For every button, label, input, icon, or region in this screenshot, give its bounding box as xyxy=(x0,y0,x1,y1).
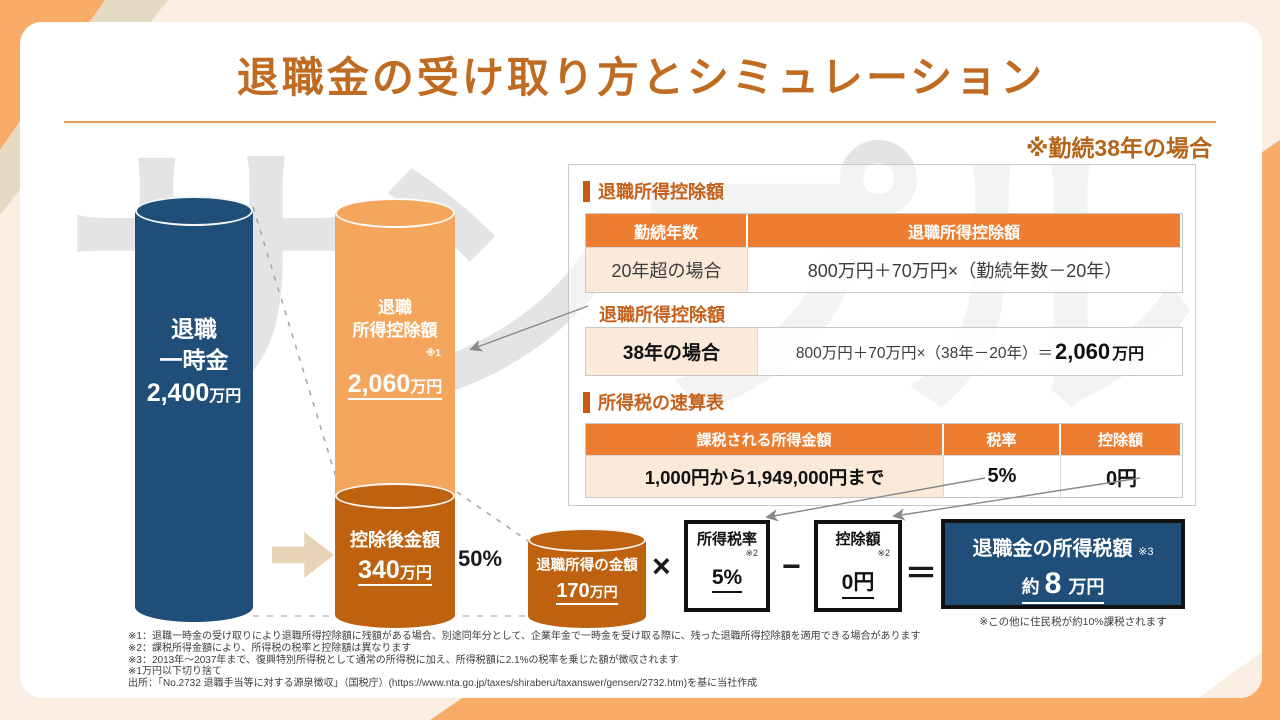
section3-heading-text: 所得税の速算表 xyxy=(598,393,724,413)
table3-cell-income: 1,000円から1,949,000円まで xyxy=(586,455,944,497)
deduction-amount-value: 0円 xyxy=(841,566,875,599)
result-number: 8 xyxy=(1044,567,1064,600)
title-divider xyxy=(64,121,1216,123)
deduction-amount-label: 控除額 xyxy=(835,531,881,548)
after-deduction-unit: 万円 xyxy=(399,565,432,582)
result-note-ref: ※3 xyxy=(1138,546,1154,558)
table1-header-deduction: 退職所得控除額 xyxy=(748,214,1182,247)
lump-sum-unit: 万円 xyxy=(209,388,242,405)
table2-result-number: 2,060 xyxy=(1055,338,1111,364)
table3-header-rate: 税率 xyxy=(944,424,1061,455)
taxable-income-unit: 万円 xyxy=(589,584,618,600)
multiply-sign: × xyxy=(652,548,671,584)
taxable-income-cylinder: 退職所得の金額 170万円 xyxy=(528,528,646,628)
footnote-3: ※3：2013年～2037年まで、復興特別所得税として通常の所得税に加え、所得税… xyxy=(128,654,679,666)
section1-heading: 退職所得控除額 xyxy=(583,178,724,204)
info-panel: 退職所得控除額 勤続年数 退職所得控除額 20年超の場合 800万円＋70万円×… xyxy=(568,164,1196,506)
table3-header-deduction: 控除額 xyxy=(1061,424,1182,455)
equals-sign: ＝ xyxy=(905,555,938,591)
section2-heading-text: 退職所得控除額 xyxy=(599,305,725,325)
deduction-label-2: 所得控除額 xyxy=(352,321,438,340)
section3-heading: 所得税の速算表 xyxy=(583,389,724,415)
page-title: 退職金の受け取り方とシミュレーション xyxy=(236,54,1046,101)
result-prefix: 約 xyxy=(1021,577,1040,597)
table3-cell-deduction: 0円 xyxy=(1061,455,1182,497)
section3-bar-icon xyxy=(583,391,590,413)
footnotes: ※1：退職一時金の受け取りにより退職所得控除額に残額がある場合、別途同年分として… xyxy=(128,631,920,690)
lump-sum-label-2: 一時金 xyxy=(159,347,229,373)
deduction-value: 2,060 xyxy=(347,370,411,398)
section1-bar-icon xyxy=(583,180,590,202)
table2-cell-case: 38年の場合 xyxy=(586,328,758,375)
lump-sum-value: 2,400 xyxy=(146,379,210,407)
table1-cell-case: 20年超の場合 xyxy=(586,247,748,292)
lump-sum-label-1: 退職 xyxy=(171,316,217,342)
case-38years-table: 38年の場合 800万円＋70万円×（38年－20年）＝ 2,060 万円 xyxy=(585,327,1183,376)
tax-rate-note-ref: ※2 xyxy=(745,548,758,558)
minus-sign: − xyxy=(782,548,801,584)
result-suffix: 万円 xyxy=(1068,577,1105,597)
section2-heading: 退職所得控除額 xyxy=(599,301,725,327)
tax-rate-value: 5% xyxy=(711,566,743,593)
deduction-unit: 万円 xyxy=(410,379,443,396)
footnote-4: ※1万円以下切り捨て xyxy=(128,666,222,678)
resident-tax-note: ※この他に住民税が約10%課税されます xyxy=(979,616,1167,628)
taxable-income-value: 170 xyxy=(556,580,590,602)
tax-rate-box: 所得税率 ※2 5% xyxy=(684,520,770,612)
footnote-2: ※2：課税所得金額により、所得税の税率と控除額は異なります xyxy=(128,642,412,654)
income-tax-result-box: 退職金の所得税額 ※3 約 8 万円 xyxy=(941,519,1185,609)
lump-sum-cylinder: 退職 一時金 2,400万円 xyxy=(135,196,253,622)
table2-formula: 800万円＋70万円×（38年－20年）＝ xyxy=(795,344,1054,362)
tax-rate-table: 課税される所得金額 税率 控除額 1,000円から1,949,000円まで 5%… xyxy=(585,423,1183,498)
after-deduction-value: 340 xyxy=(358,556,400,584)
after-deduction-label: 控除後金額 xyxy=(350,530,440,550)
deduction-label-1: 退職 xyxy=(378,298,412,317)
table3-header-income: 課税される所得金額 xyxy=(586,424,944,455)
deduction-rule-table: 勤続年数 退職所得控除額 20年超の場合 800万円＋70万円×（勤続年数－20… xyxy=(585,213,1183,293)
after-deduction-cylinder: 控除後金額 340万円 xyxy=(335,483,455,628)
section1-heading-text: 退職所得控除額 xyxy=(598,182,724,202)
footnote-source: 出所：「No.2732 退職手当等に対する源泉徴収」（国税庁）(https://… xyxy=(128,678,758,690)
table1-cell-formula: 800万円＋70万円×（勤続年数－20年） xyxy=(748,247,1182,292)
table1-header-tenure: 勤続年数 xyxy=(586,214,748,247)
table3-cell-rate: 5% xyxy=(944,455,1061,497)
tenure-condition-note: ※勤続38年の場合 xyxy=(1026,135,1212,161)
taxable-income-label: 退職所得の金額 xyxy=(536,558,638,574)
table2-result-unit: 万円 xyxy=(1112,345,1145,363)
half-rate-label: 50% xyxy=(458,546,503,571)
deduction-note-ref: ※1 xyxy=(425,348,441,359)
deduction-cylinder: 退職 所得控除額 ※1 2,060万円 xyxy=(335,198,455,498)
result-label: 退職金の所得税額 xyxy=(972,538,1133,560)
deduction-amount-box: 控除額 ※2 0円 xyxy=(814,520,902,612)
tax-rate-label: 所得税率 xyxy=(696,531,757,548)
deduction-amount-note-ref: ※2 xyxy=(877,548,890,558)
footnote-1: ※1：退職一時金の受け取りにより退職所得控除額に残額がある場合、別途同年分として… xyxy=(128,631,921,642)
